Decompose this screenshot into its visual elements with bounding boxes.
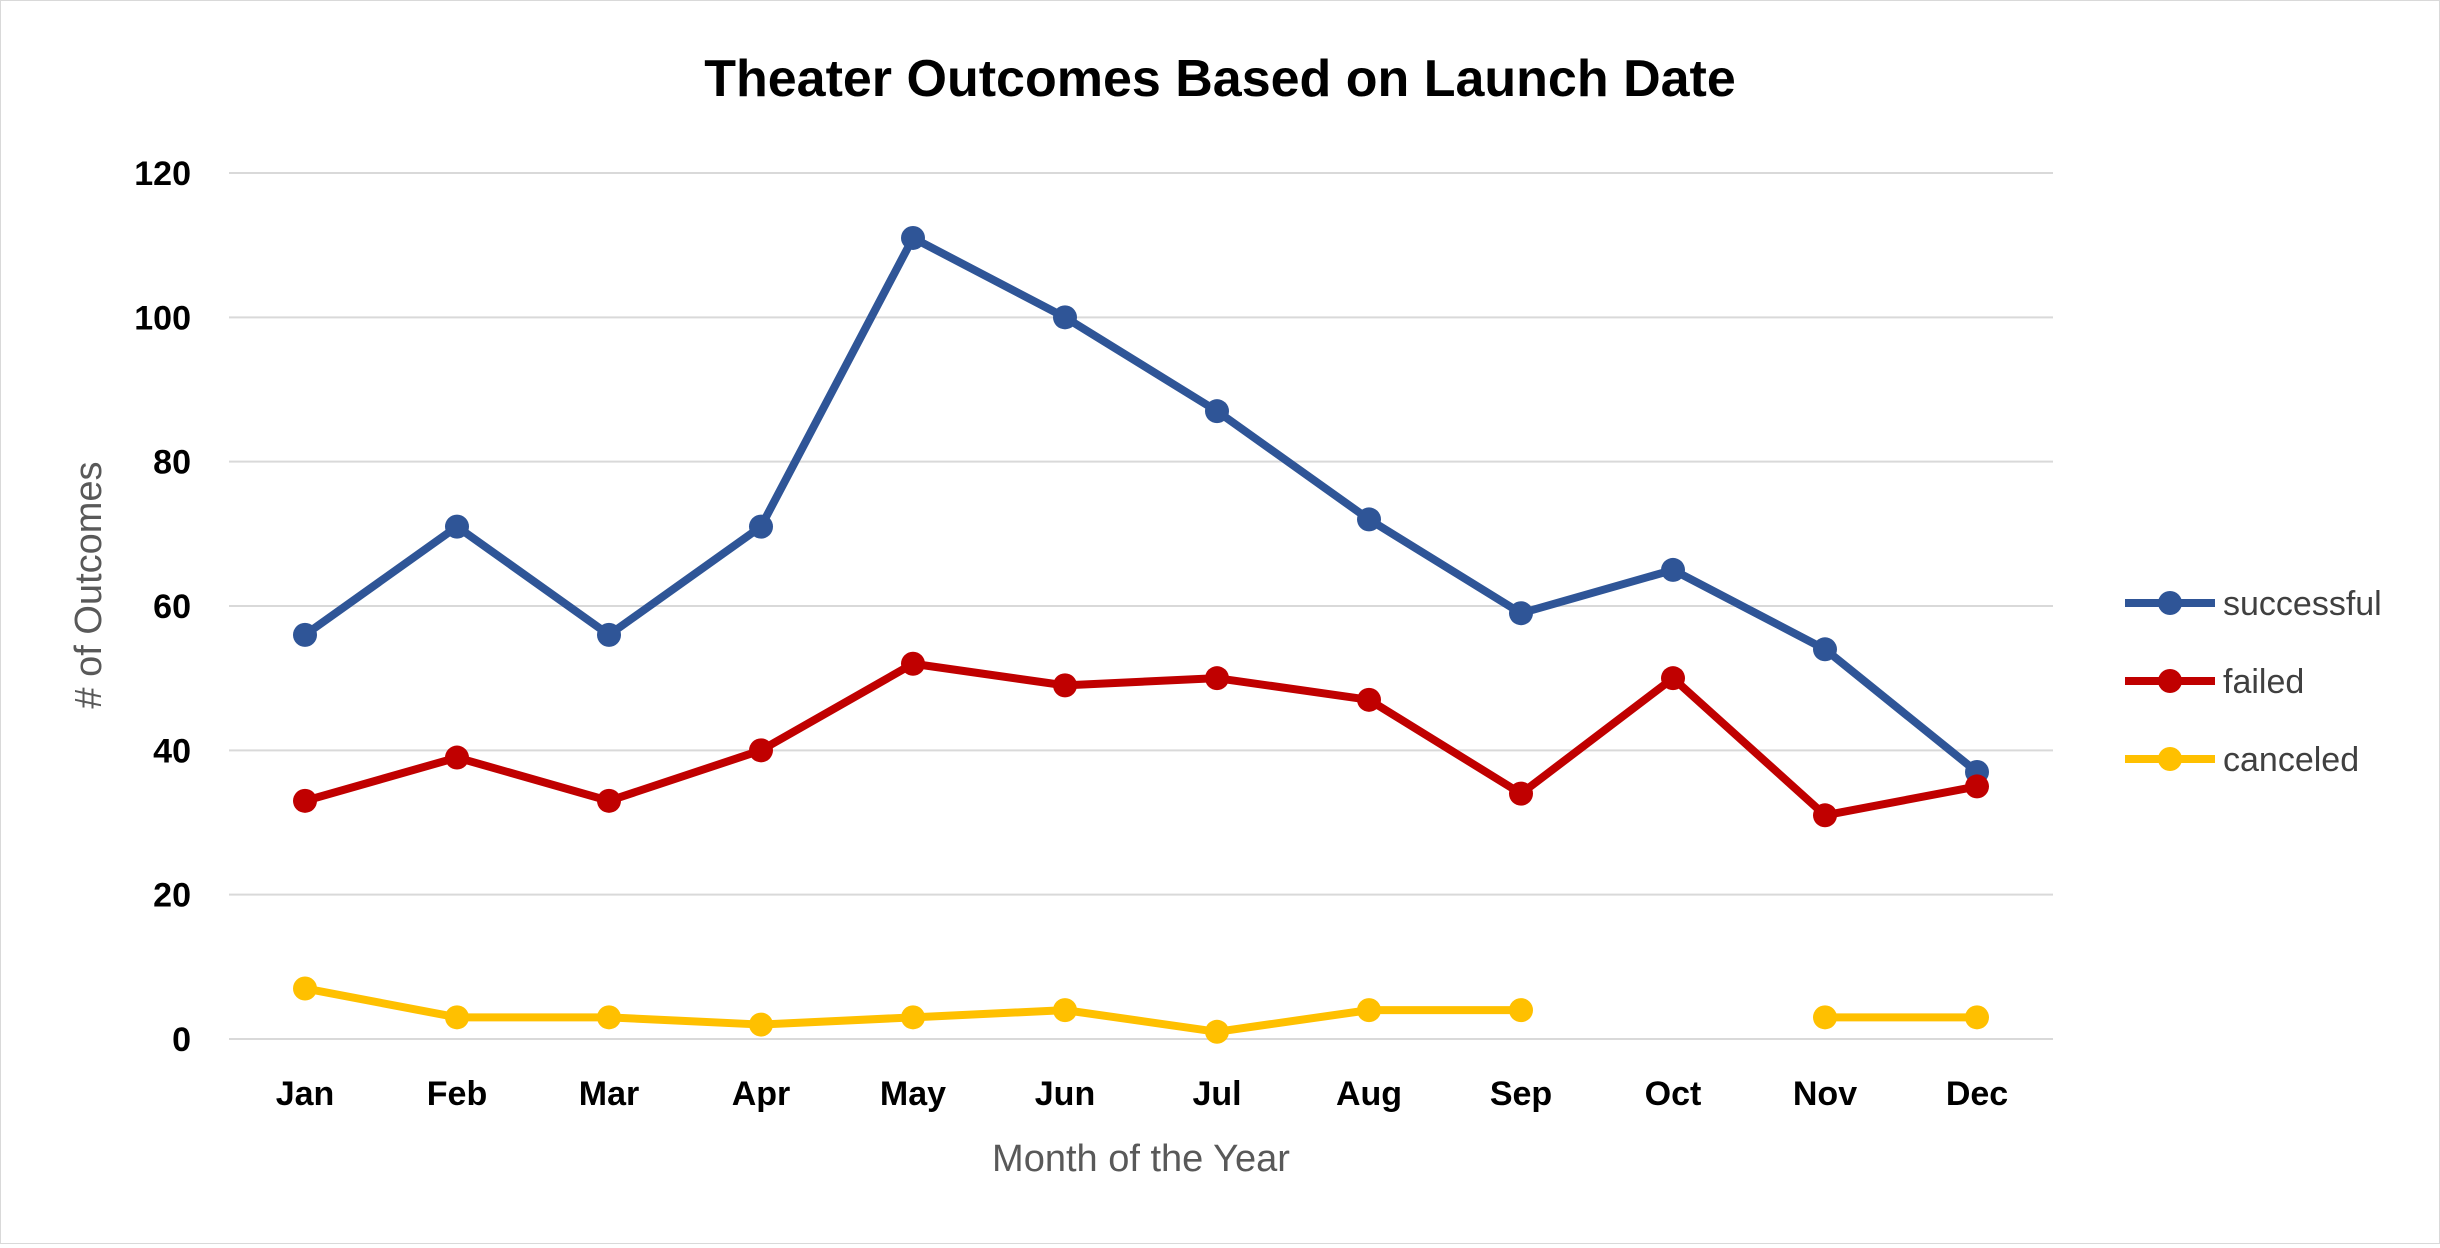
data-point-failed bbox=[1509, 781, 1533, 806]
data-point-successful bbox=[445, 514, 469, 539]
x-axis-ticks: Jan Feb Mar Apr May Jun Jul Aug Sep Oct Nov Dec bbox=[276, 1075, 2008, 1113]
data-point-canceled bbox=[597, 1005, 621, 1030]
x-tick-label: Apr bbox=[732, 1075, 791, 1113]
y-tick-label: 20 bbox=[153, 877, 191, 915]
data-point-canceled bbox=[1509, 998, 1533, 1023]
y-tick-label: 100 bbox=[134, 299, 191, 337]
data-point-successful bbox=[1205, 399, 1229, 424]
data-point-canceled bbox=[445, 1005, 469, 1030]
data-point-successful bbox=[293, 622, 317, 647]
x-tick-label: Aug bbox=[1336, 1075, 1402, 1113]
data-point-canceled bbox=[1813, 1005, 1837, 1030]
data-point-canceled bbox=[1205, 1019, 1229, 1044]
data-point-failed bbox=[749, 738, 773, 763]
legend-item-successful: successful bbox=[2125, 585, 2382, 623]
x-tick-label: Sep bbox=[1490, 1075, 1552, 1113]
data-point-failed bbox=[445, 745, 469, 770]
chart-title: Theater Outcomes Based on Launch Date bbox=[704, 50, 1736, 108]
x-tick-label: May bbox=[880, 1075, 946, 1113]
x-tick-label: Feb bbox=[427, 1075, 487, 1113]
data-point-failed bbox=[597, 788, 621, 813]
legend: successful failed canceled bbox=[2125, 585, 2382, 779]
y-axis-label: # of Outcomes bbox=[68, 461, 110, 708]
data-point-failed bbox=[1965, 774, 1989, 799]
data-point-successful bbox=[1357, 507, 1381, 532]
y-tick-label: 120 bbox=[134, 155, 191, 193]
data-point-failed bbox=[1053, 673, 1077, 698]
data-point-failed bbox=[1357, 687, 1381, 712]
series-failed bbox=[293, 651, 1989, 828]
x-tick-label: Oct bbox=[1645, 1075, 1702, 1113]
data-point-failed bbox=[901, 651, 925, 676]
series-canceled bbox=[293, 976, 1989, 1044]
legend-item-canceled: canceled bbox=[2125, 741, 2359, 779]
x-tick-label: Mar bbox=[579, 1075, 639, 1113]
data-point-successful bbox=[1053, 305, 1077, 330]
data-point-successful bbox=[1661, 557, 1685, 582]
data-point-canceled bbox=[1357, 998, 1381, 1023]
data-point-canceled bbox=[749, 1012, 773, 1037]
series-lines bbox=[293, 225, 1989, 1044]
series-line-canceled bbox=[301, 984, 1981, 1036]
x-tick-label: Dec bbox=[1946, 1075, 2008, 1113]
legend-swatch-marker bbox=[2158, 591, 2182, 615]
series-line-failed bbox=[301, 659, 1981, 820]
data-point-successful bbox=[749, 514, 773, 539]
legend-label: canceled bbox=[2223, 741, 2359, 779]
data-point-failed bbox=[1205, 666, 1229, 691]
y-tick-label: 40 bbox=[153, 732, 191, 770]
data-point-failed bbox=[1661, 666, 1685, 691]
data-point-failed bbox=[1813, 803, 1837, 828]
x-tick-label: Nov bbox=[1793, 1075, 1857, 1113]
series-successful bbox=[293, 225, 1989, 784]
x-axis-label: Month of the Year bbox=[992, 1138, 1290, 1180]
data-point-canceled bbox=[901, 1005, 925, 1030]
gridlines bbox=[229, 172, 2053, 1040]
data-point-successful bbox=[901, 225, 925, 250]
legend-item-failed: failed bbox=[2125, 663, 2304, 701]
legend-swatch-marker bbox=[2158, 669, 2182, 693]
y-tick-label: 0 bbox=[172, 1021, 191, 1059]
series-line-successful bbox=[301, 233, 1981, 776]
x-tick-label: Jul bbox=[1192, 1075, 1241, 1113]
data-point-failed bbox=[293, 788, 317, 813]
data-point-canceled bbox=[1965, 1005, 1989, 1030]
data-point-successful bbox=[597, 622, 621, 647]
data-point-canceled bbox=[293, 976, 317, 1001]
x-tick-label: Jan bbox=[276, 1075, 335, 1113]
y-tick-label: 60 bbox=[153, 588, 191, 626]
legend-swatch-marker bbox=[2158, 747, 2182, 771]
y-axis-ticks: 0 20 40 60 80 100 120 bbox=[134, 155, 191, 1059]
legend-label: failed bbox=[2223, 663, 2304, 701]
data-point-successful bbox=[1813, 637, 1837, 662]
data-point-canceled bbox=[1053, 998, 1077, 1023]
y-tick-label: 80 bbox=[153, 444, 191, 482]
legend-label: successful bbox=[2223, 585, 2382, 623]
data-point-successful bbox=[1509, 601, 1533, 626]
x-tick-label: Jun bbox=[1035, 1075, 1095, 1113]
